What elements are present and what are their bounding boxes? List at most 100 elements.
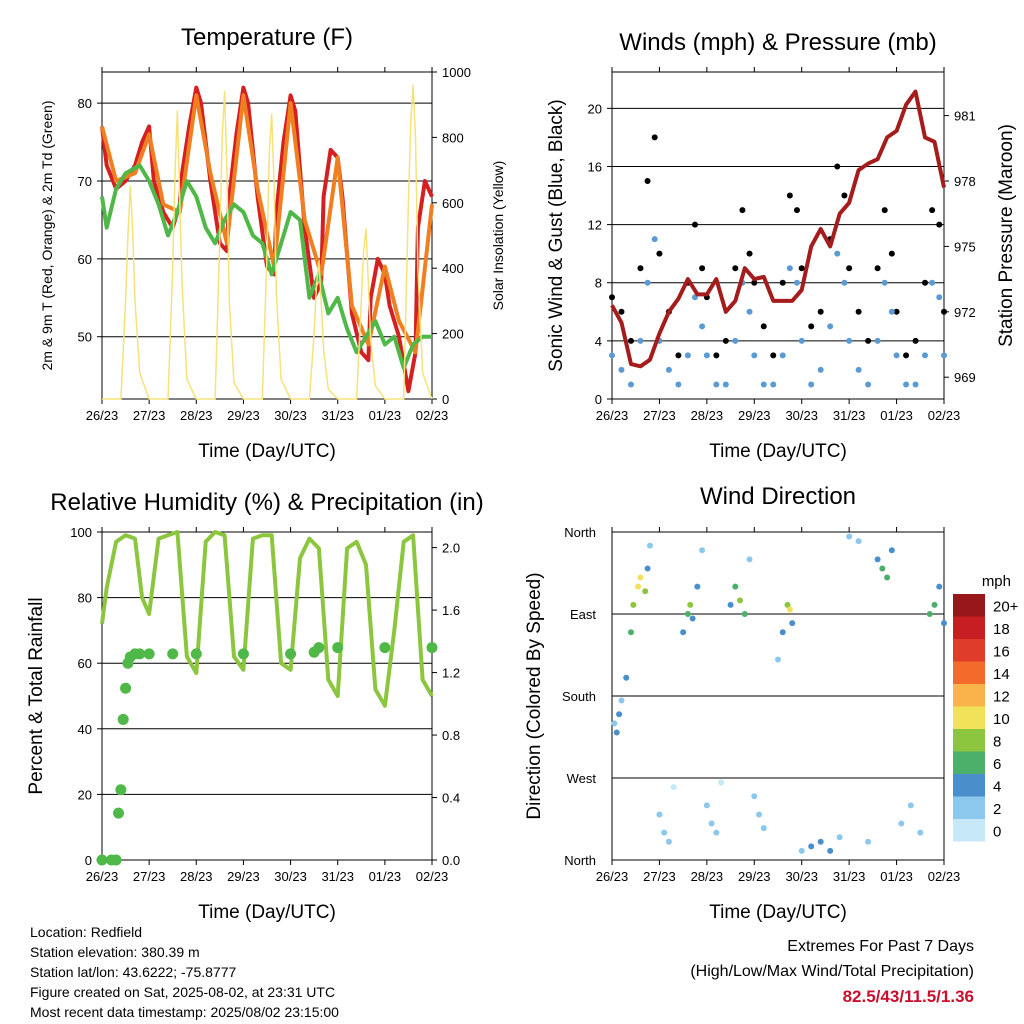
y2-tick-label: 972 — [954, 305, 976, 320]
precip-marker — [110, 854, 122, 866]
legend-label: 6 — [993, 756, 1001, 773]
legend-swatch — [953, 751, 985, 774]
direction-point — [699, 547, 706, 554]
legend-swatch — [953, 594, 985, 617]
x-tick-label: 27/23 — [643, 869, 676, 884]
y2-tick-label: 0.0 — [442, 853, 460, 868]
x-tick-label: 27/23 — [133, 408, 166, 423]
data-point — [941, 308, 947, 315]
data-point — [893, 308, 900, 315]
data-point — [637, 265, 644, 272]
extremes-values: 82.5/43/11.5/1.36 — [842, 987, 974, 1006]
direction-point — [642, 588, 649, 595]
data-point — [903, 352, 910, 359]
data-point — [888, 308, 895, 315]
data-point — [827, 323, 834, 330]
data-point — [684, 352, 691, 359]
legend-swatch — [953, 661, 985, 684]
precip-marker — [113, 807, 124, 819]
info-location: Location: Redfield — [30, 924, 143, 940]
x-tick-label: 26/23 — [86, 869, 119, 884]
direction-point — [931, 601, 938, 608]
direction-point — [855, 538, 862, 545]
y2-tick-label: 200 — [442, 327, 464, 342]
y-axis-label: Direction (Colored By Speed) — [524, 572, 545, 819]
y-tick-label: 0 — [85, 853, 92, 868]
direction-point — [635, 583, 642, 590]
y-tick-label: 100 — [70, 525, 92, 540]
data-point — [936, 221, 943, 228]
precip-marker — [117, 713, 129, 725]
direction-point — [865, 838, 872, 845]
data-point — [936, 294, 943, 301]
y2-tick-label: 400 — [442, 261, 464, 276]
data-point — [841, 279, 848, 286]
x-tick-label: 26/23 — [86, 408, 119, 423]
x-tick-label: 28/23 — [180, 869, 213, 884]
x-tick-label: 01/23 — [880, 869, 913, 884]
direction-point — [888, 547, 895, 554]
y-tick-label: 80 — [78, 591, 92, 606]
precip-marker — [167, 648, 179, 660]
data-point — [692, 221, 698, 228]
direction-point — [732, 583, 739, 590]
x-tick-label: 31/23 — [321, 408, 354, 423]
x-axis-label: Time (Day/UTC) — [709, 902, 847, 923]
direction-point — [627, 629, 634, 636]
y-axis-label: Sonic Wind & Gust (Blue, Black) — [546, 99, 567, 371]
direction-point — [789, 620, 796, 627]
x-tick-label: 31/23 — [833, 408, 866, 423]
data-point — [793, 279, 800, 286]
panel-frame-1 — [101, 71, 433, 400]
data-point — [888, 250, 895, 257]
data-point — [808, 323, 815, 330]
y-tick-label: 12 — [588, 218, 602, 233]
data-point — [855, 308, 862, 315]
direction-point — [779, 629, 786, 636]
precip-marker — [134, 648, 146, 660]
data-point — [865, 337, 872, 344]
data-point — [929, 279, 936, 286]
direction-point — [646, 542, 653, 549]
direction-point — [613, 729, 620, 736]
legend-swatch — [953, 796, 985, 819]
data-point — [699, 323, 706, 330]
legend-title: mph — [982, 573, 1011, 590]
direction-point — [644, 565, 651, 572]
data-point — [779, 279, 786, 286]
series-line — [100, 530, 434, 708]
data-point — [675, 352, 682, 359]
direction-point — [936, 583, 943, 590]
direction-point — [741, 611, 748, 617]
legend-label: 16 — [993, 643, 1010, 660]
x-tick-label: 26/23 — [596, 408, 629, 423]
legend-label: 4 — [993, 778, 1001, 795]
direction-point — [786, 606, 793, 613]
direction-point — [708, 820, 715, 827]
precip-marker — [285, 648, 297, 660]
direction-point — [775, 656, 781, 663]
x-tick-label: 29/23 — [227, 869, 260, 884]
y2-axis-label: Solar Insolation (Yellow) — [490, 161, 506, 311]
panel-title-3: Relative Humidity (%) & Precipitation (i… — [50, 489, 483, 516]
data-point — [834, 250, 841, 257]
x-tick-label: 26/23 — [596, 869, 629, 884]
direction-point — [836, 834, 843, 841]
direction-point — [879, 565, 886, 572]
direction-point — [827, 847, 834, 854]
data-point — [912, 381, 919, 388]
x-tick-label: 02/23 — [928, 408, 961, 423]
legend-swatch — [953, 616, 985, 639]
x-axis-label: Time (Day/UTC) — [198, 441, 336, 462]
series-line — [610, 89, 946, 369]
direction-point — [884, 574, 891, 581]
y2-tick-label: 975 — [954, 239, 976, 254]
x-tick-label: 27/23 — [643, 408, 676, 423]
y-tick-label: 4 — [595, 334, 602, 349]
data-point — [817, 308, 824, 315]
x-tick-label: 31/23 — [321, 869, 354, 884]
y-tick-label: East — [570, 607, 596, 622]
y2-tick-label: 0.8 — [442, 728, 460, 743]
data-point — [609, 294, 615, 301]
direction-point — [737, 597, 744, 604]
